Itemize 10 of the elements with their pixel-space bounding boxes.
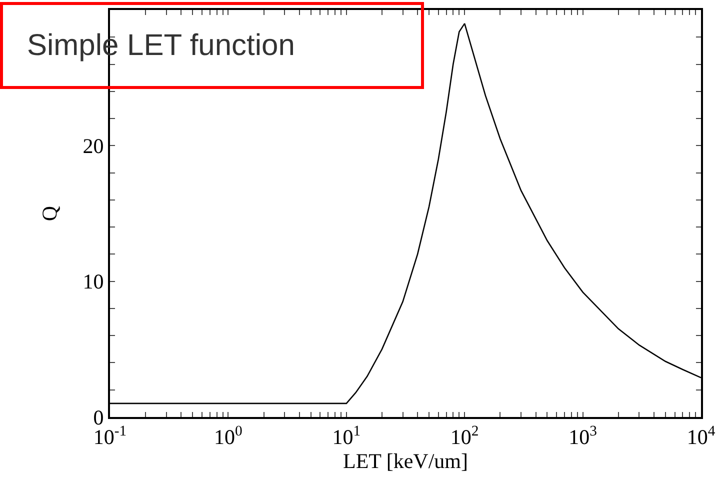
y-tick-label: 0 — [93, 405, 104, 430]
y-tick-label: 20 — [82, 134, 104, 158]
x-axis-title: LET [keV/um] — [343, 449, 468, 474]
y-axis-title: Q — [37, 206, 62, 222]
y-tick-label: 10 — [82, 270, 104, 294]
x-tick-label: 10$^{2}$ — [450, 423, 479, 450]
x-tick-label: 10$^{3}$ — [568, 423, 597, 450]
x-tick-label: 10$^{0}$ — [214, 423, 242, 450]
x-tick-label: 10$^{1}$ — [332, 423, 361, 450]
x-tick-label: 10$^{4}$ — [686, 423, 716, 450]
